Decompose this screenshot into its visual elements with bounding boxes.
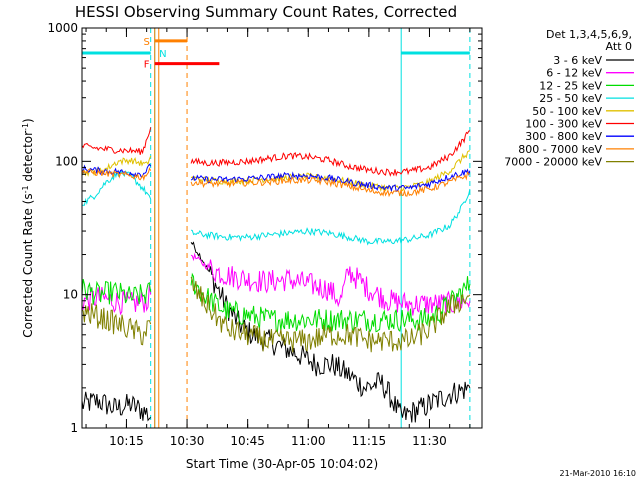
series-100-300-kev [82, 127, 471, 177]
series-segment [82, 127, 152, 155]
y-axis: 1 10 100 1000 [47, 21, 482, 435]
y-tick-label: 1000 [47, 21, 78, 35]
series-segment [190, 130, 471, 177]
legend-entry-label: 25 - 50 keV [539, 92, 602, 105]
series-segment [82, 163, 152, 179]
x-tick-label: 11:30 [412, 434, 447, 448]
y-tick-label: 10 [63, 288, 78, 302]
series-7000-20000-kev [82, 276, 471, 353]
series-segment [190, 168, 471, 193]
y-axis-label: Corrected Count Rate (s-1 detector-1) [21, 118, 36, 337]
time-marker-lines [150, 28, 471, 428]
x-axis-label: Start Time (30-Apr-05 10:04:02) [186, 457, 378, 471]
x-axis: 10:15 10:30 10:45 11:00 11:15 11:30 [85, 28, 471, 448]
legend-entry-label: 6 - 12 keV [546, 67, 602, 80]
legend-header: Att 0 [606, 40, 632, 53]
x-tick-label: 11:15 [352, 434, 387, 448]
series-800-7000-kev [82, 167, 470, 198]
y-tick-label: 100 [55, 154, 78, 168]
flag-label-n: N [159, 49, 166, 60]
legend-entry-label: 12 - 25 keV [539, 79, 602, 92]
series-segment [190, 171, 470, 198]
series-segment [82, 167, 152, 182]
legend-entry-label: 300 - 800 keV [525, 130, 602, 143]
series-300-800-kev [82, 163, 471, 193]
legend-entry-label: 7000 - 20000 keV [504, 156, 602, 169]
legend-entry-label: 3 - 6 keV [553, 54, 602, 67]
x-tick-label: 10:15 [109, 434, 144, 448]
series-segment [190, 272, 471, 333]
timestamp: 21-Mar-2010 16:10 [560, 469, 637, 478]
x-tick-label: 10:45 [230, 434, 265, 448]
x-tick-label: 10:30 [170, 434, 205, 448]
flag-label-f: F [144, 60, 150, 71]
legend-header: Det 1,3,4,5,6,9, [546, 28, 632, 41]
series-segment [82, 303, 152, 346]
plot-frame [81, 27, 483, 429]
series-segment [82, 278, 152, 305]
legend-entry-label: 50 - 100 keV [532, 105, 602, 118]
flag-label-s: S [143, 37, 149, 48]
series-segment [82, 391, 152, 422]
y-tick-label: 1 [70, 421, 78, 435]
series-segment [190, 276, 471, 353]
series-segment [190, 241, 471, 423]
flag-labels: SNF [143, 37, 166, 71]
series-segment [190, 252, 471, 316]
series-segment [190, 188, 471, 246]
x-tick-label: 11:00 [291, 434, 326, 448]
series-12-25-kev [82, 272, 471, 333]
series-layer [82, 127, 471, 423]
legend-entry-label: 800 - 7000 keV [518, 143, 602, 156]
chart-title: HESSI Observing Summary Count Rates, Cor… [75, 3, 457, 21]
flag-bars [82, 39, 470, 66]
legend-entry-label: 100 - 300 keV [525, 118, 602, 131]
